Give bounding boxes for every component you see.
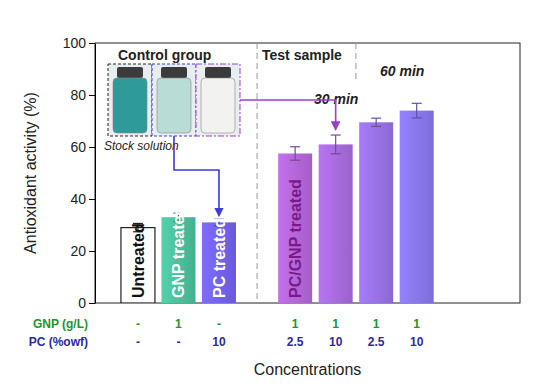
vial-frame [108,64,152,136]
error-cap [290,160,300,161]
error-stem [335,135,336,154]
vial-cap [161,67,187,78]
y-axis-line [95,44,96,304]
vial-frame [152,64,196,136]
vial-cap [117,67,143,78]
bar [359,122,393,303]
group-label: Test sample [262,47,342,63]
error-cap [331,134,341,135]
vial-body [113,78,147,133]
row-value: 10 [329,335,343,349]
y-tick-label: 0 [78,295,86,311]
error-stem [376,118,377,126]
arrow [240,100,336,129]
vial-frame [196,64,240,136]
vial-cap [205,67,231,78]
row-value: - [136,317,140,331]
y-tick-label: 40 [70,191,86,207]
y-tick-label: 20 [70,243,86,259]
error-cap [371,118,381,119]
y-tick-mark [89,43,95,44]
row-value: 1 [413,317,420,331]
y-tick-mark [89,199,95,200]
error-cap [290,146,300,147]
error-cap [412,103,422,104]
row-value: 1 [175,317,182,331]
x-axis-title: Concentrations [254,361,362,378]
row-value: 1 [332,317,339,331]
row-value: 1 [373,317,380,331]
stock-inset [108,64,240,136]
y-tick: 40 [70,191,95,207]
bar [278,154,312,304]
error-bar [331,135,341,154]
error-stem [416,103,417,118]
row-value: 2.5 [368,335,385,349]
bar-label: PC treated [211,218,228,298]
y-tick: 20 [70,243,95,259]
y-tick-mark [89,147,95,148]
row-name: GNP (g/L) [33,317,88,331]
row-name: PC (%owf) [29,335,88,349]
row-value: - [136,335,140,349]
group-label: Control group [118,47,211,63]
row-value: 1 [292,317,299,331]
y-tick-mark [89,303,95,304]
time-label: 60 min [380,63,424,79]
error-stem [295,147,296,161]
y-tick-mark [89,95,95,96]
y-tick: 60 [70,139,95,155]
row-value: 10 [410,335,424,349]
row-value: - [217,317,221,331]
y-tick-mark [89,251,95,252]
y-axis: 0 20 40 60 80 100 [63,35,96,311]
inset-caption: Stock solution [104,139,179,153]
row-value: 10 [212,335,226,349]
vial-body [157,78,191,133]
row-value: - [176,335,180,349]
row-value: 2.5 [287,335,304,349]
error-cap [412,117,422,118]
error-cap [331,153,341,154]
y-axis-title: Antioxidant activity (%) [22,92,39,254]
group-divider [257,43,258,303]
bar-label: PC/GNP treated [287,179,304,298]
y-tick-label: 100 [63,35,87,51]
vial-body [201,78,235,133]
error-bar [290,147,300,161]
y-tick-label: 80 [70,87,86,103]
y-tick: 0 [78,295,95,311]
arrow [174,136,219,215]
y-tick: 100 [63,35,95,51]
y-tick-label: 60 [70,139,86,155]
bar-label: Untreated [130,223,147,298]
time-divider [355,43,356,79]
bar-label: GNP treated [170,206,187,298]
plot-frame [95,43,520,303]
bar [400,111,434,303]
error-cap [371,126,381,127]
y-tick: 80 [70,87,95,103]
error-bar [412,103,422,118]
error-bar [371,118,381,126]
chart: 0 20 40 60 80 100 Antioxidant activity (%) Untr… [0,0,550,389]
bar [319,144,353,303]
